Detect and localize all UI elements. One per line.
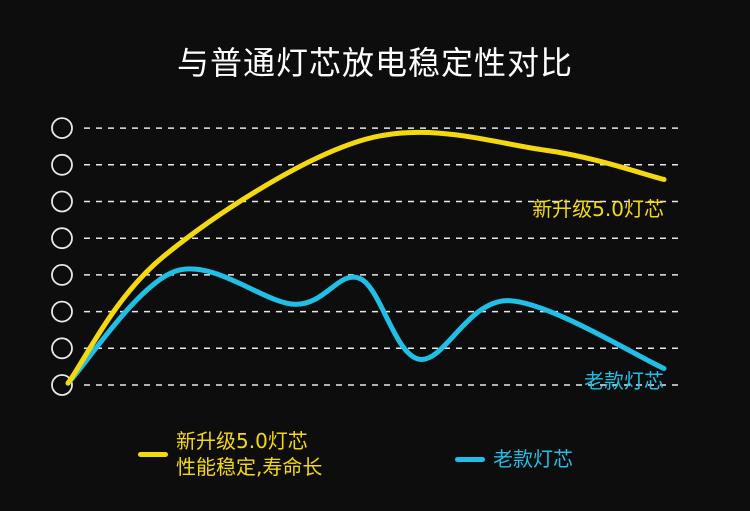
legend-item-old: 老款灯芯	[455, 446, 573, 472]
legend-label-new-line2: 性能稳定,寿命长	[176, 455, 323, 479]
y-tick-circle	[51, 374, 73, 396]
y-tick-circle	[51, 263, 73, 286]
series-line-old	[65, 266, 667, 386]
y-tick-circle	[51, 300, 73, 323]
series-label-old: 老款灯芯	[584, 369, 664, 393]
legend-item-new: 新升级5.0灯芯 性能稳定,寿命长	[138, 428, 322, 480]
y-tick-circle	[51, 117, 73, 140]
legend-swatch-new	[138, 451, 168, 457]
series-label-new: 新升级5.0灯芯	[532, 197, 664, 221]
chart-title: 与普通灯芯放电稳定性对比	[176, 44, 573, 82]
legend-label-new: 新升级5.0灯芯 性能稳定,寿命长	[176, 428, 322, 480]
legend-swatch-old	[455, 456, 485, 462]
y-tick-circle	[51, 190, 73, 213]
legend-label-new-line1: 新升级5.0灯芯	[176, 429, 308, 453]
y-tick-circle	[51, 227, 73, 250]
legend-label-old: 老款灯芯	[493, 446, 573, 472]
y-tick-circle	[51, 337, 73, 360]
legend-label-old-line1: 老款灯芯	[493, 447, 573, 471]
y-tick-circle	[51, 153, 73, 176]
series-line-new	[65, 129, 667, 386]
